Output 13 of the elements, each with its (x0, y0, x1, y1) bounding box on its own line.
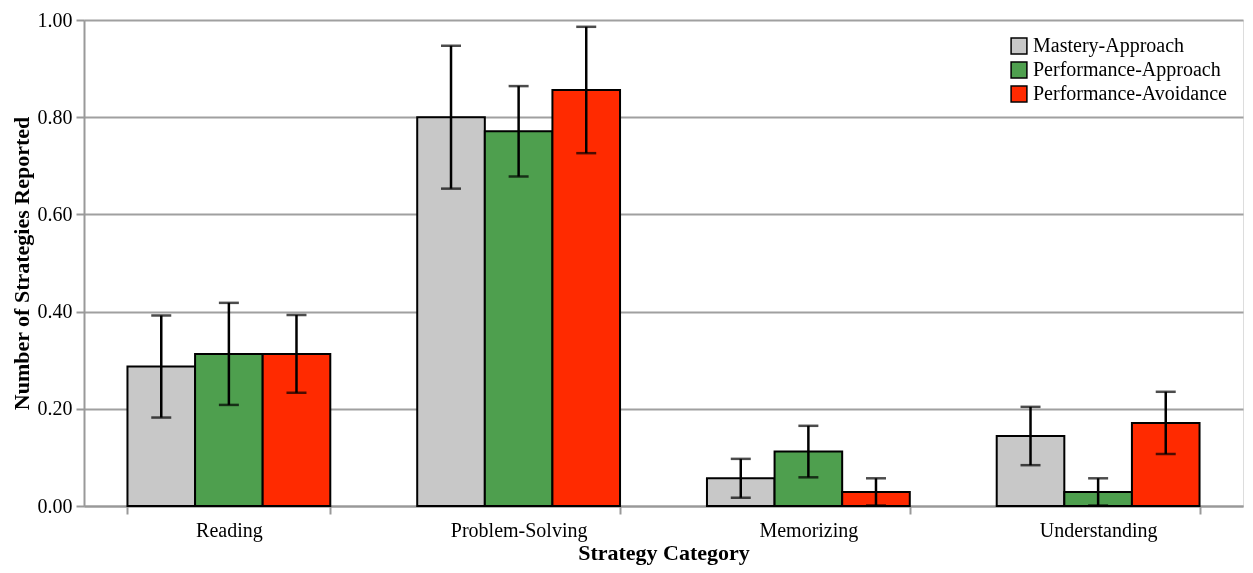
legend-label: Performance-Approach (1033, 58, 1221, 81)
x-tick-label: Understanding (1039, 518, 1158, 542)
y-tick-label: 0.40 (37, 300, 73, 323)
y-axis-title: Number of Strategies Reported (8, 116, 34, 411)
y-tick-label: 0.00 (37, 494, 73, 517)
x-tick-label: Memorizing (759, 518, 859, 542)
x-tick-label: Reading (196, 518, 263, 542)
y-tick-label: 0.20 (37, 397, 73, 420)
legend-label: Performance-Avoidance (1033, 82, 1228, 104)
y-tick-label: 1.00 (37, 8, 73, 31)
legend-label: Mastery-Approach (1033, 34, 1185, 57)
y-tick-label: 0.60 (37, 202, 73, 225)
y-tick-label: 0.80 (37, 105, 73, 128)
